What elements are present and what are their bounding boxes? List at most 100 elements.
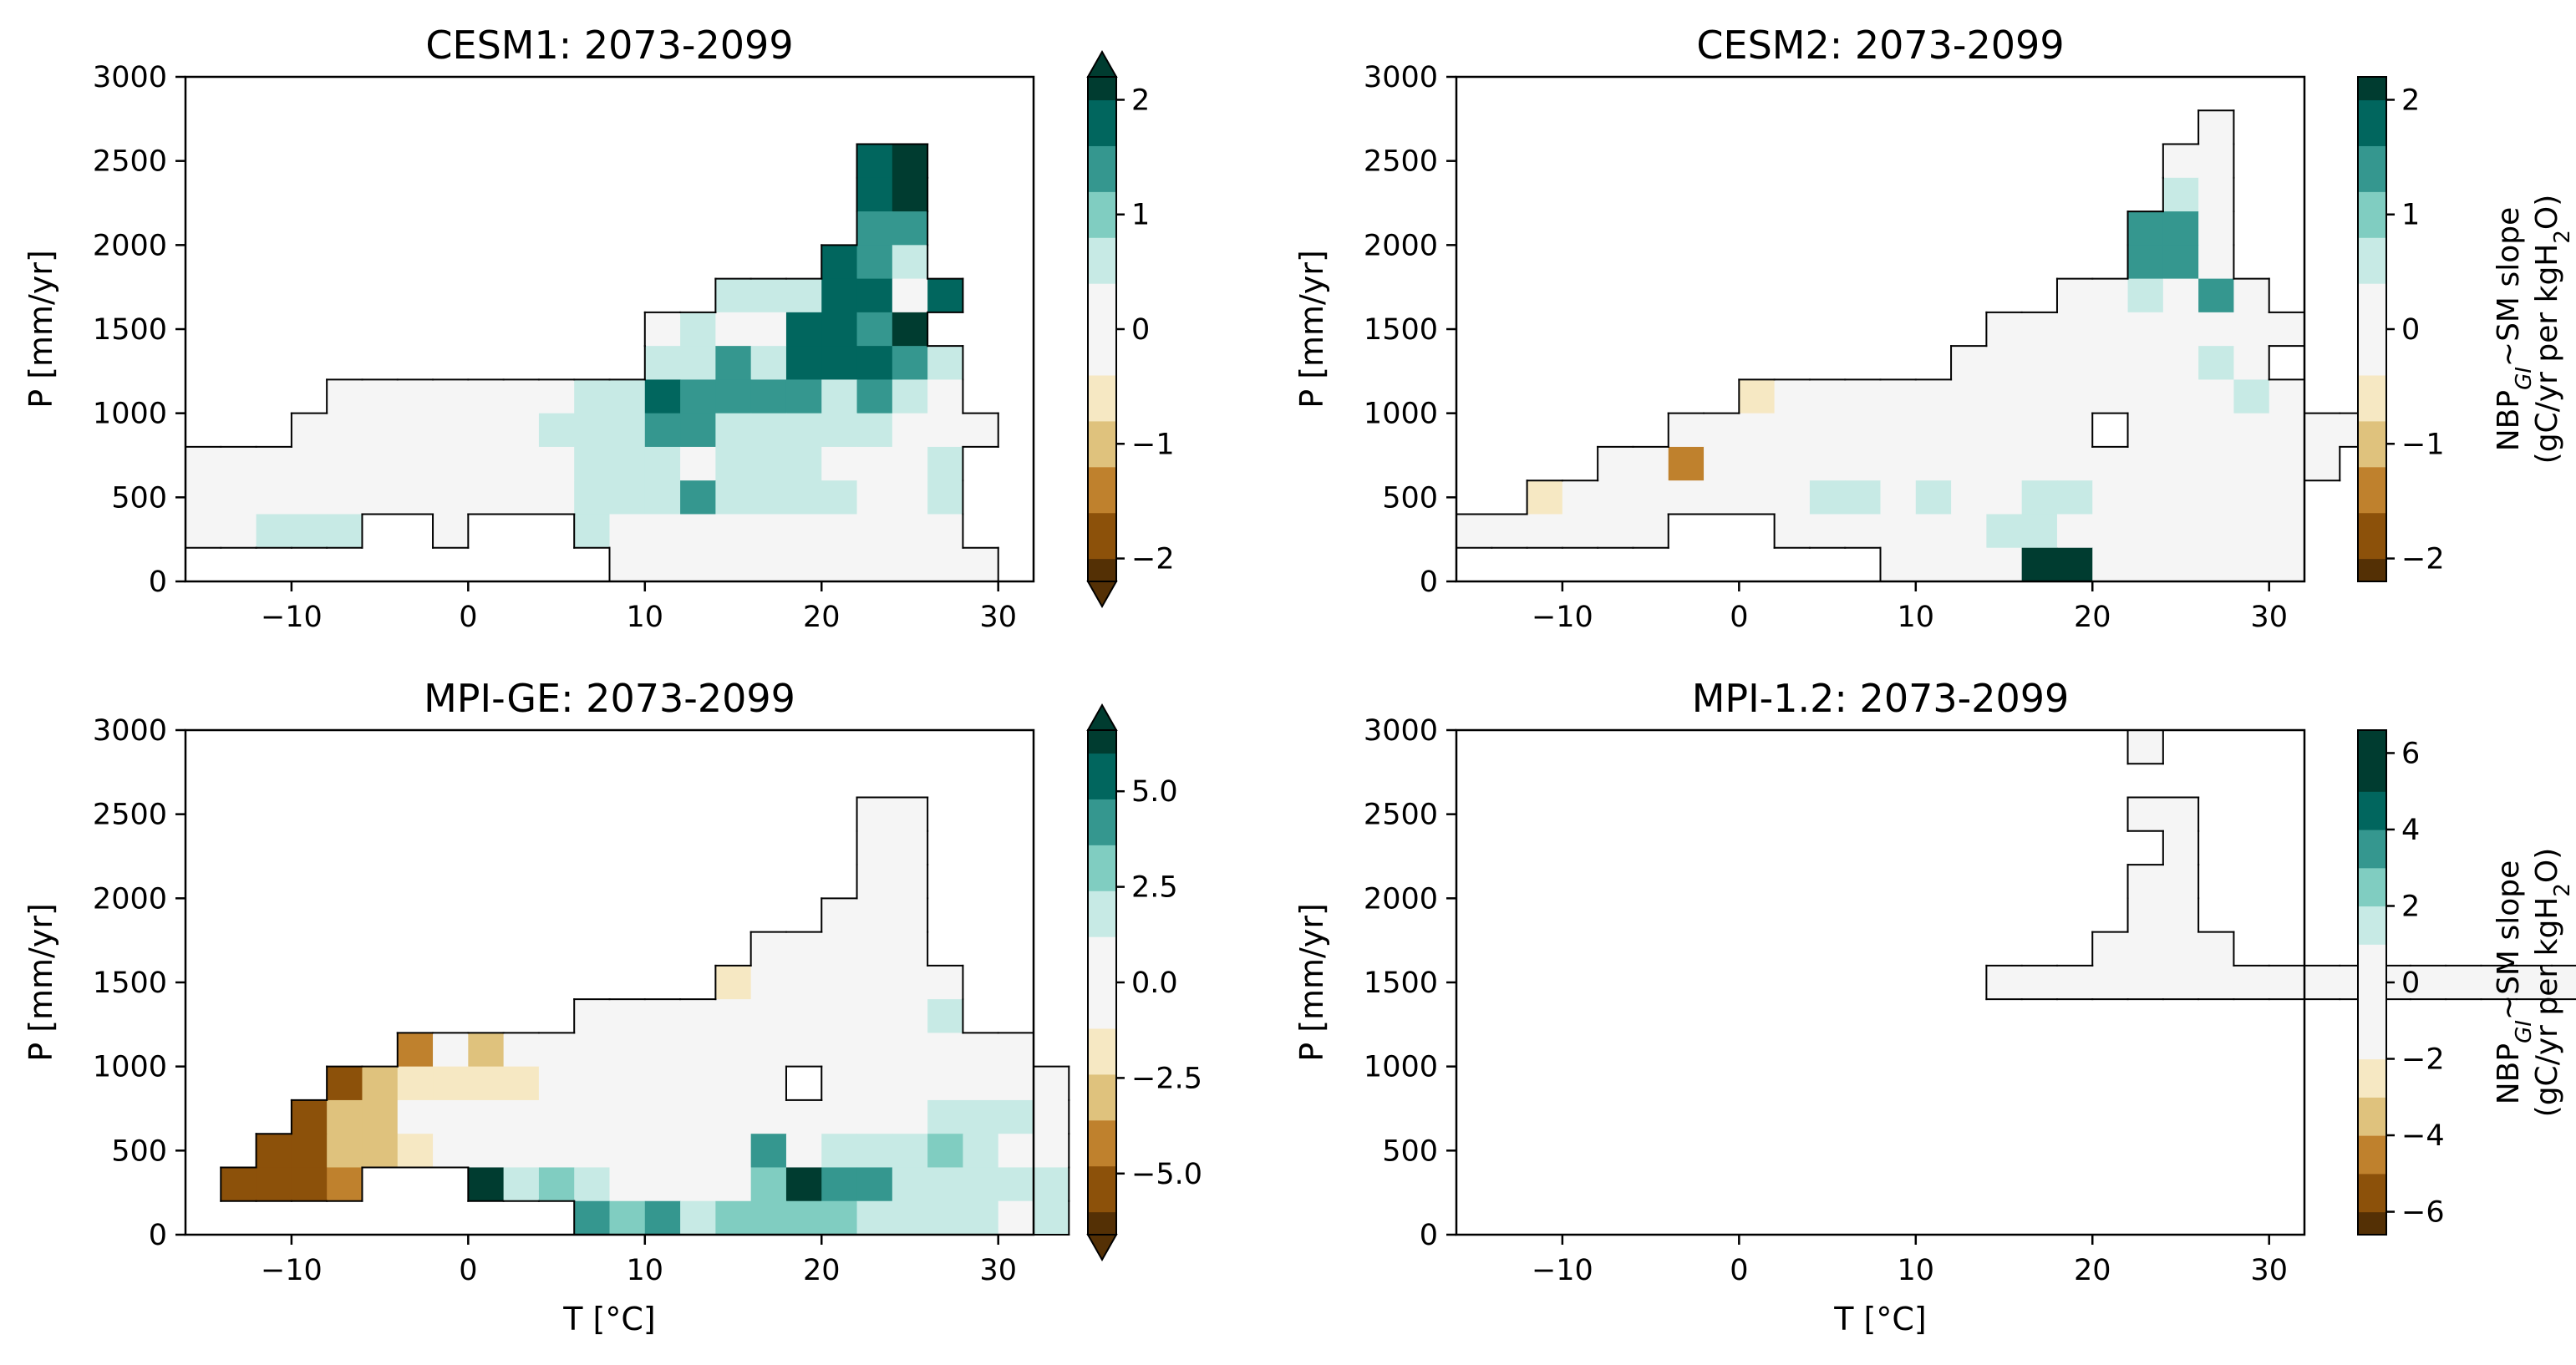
heatmap-cell [927,1033,964,1068]
colorbar-tick-label: 2 [1131,84,1150,117]
heatmap-cell [1739,480,1776,515]
heatmap-cell [1951,547,1987,582]
colorbar-segment [2358,1097,2386,1136]
heatmap-cell [2162,379,2199,414]
heatmap-cell [397,413,434,448]
heatmap-cell [715,1066,752,1101]
heatmap-cell [680,1033,716,1068]
heatmap-cell [750,1033,787,1068]
heatmap-cell [680,413,716,448]
heatmap-cell [2269,480,2305,515]
heatmap-cell [1986,514,2023,549]
heatmap-cell [1986,547,2023,582]
heatmap-cell [574,1200,611,1236]
y-tick-label: 2500 [93,145,167,179]
colorbar: −6 −4 −2 0 2 4 6 NBPGI~SM slope (gC/yr per kgH2O… [2357,729,2575,1236]
heatmap-cell [1034,1066,1070,1101]
heatmap-cell [2198,177,2235,212]
y-tick-label: 500 [111,481,167,515]
y-tick-label: 500 [1382,1134,1438,1168]
heatmap-cell [2021,413,2058,448]
heatmap-cell [892,797,928,832]
heatmap-cell [680,1099,716,1134]
heatmap-cell [291,514,328,549]
heatmap-cell [2127,514,2164,549]
heatmap-cell [892,1099,928,1134]
x-axis: −10 0 10 20 30 [261,581,1017,634]
heatmap-cell [821,312,858,347]
heatmap-cell [1986,312,2023,347]
colorbar-segment [2358,906,2386,945]
heatmap-cell [785,1134,822,1169]
colorbar-segment [1088,936,1116,983]
heatmap-cell [2162,547,2199,582]
heatmap-cell [998,1033,1034,1068]
heatmap-cells [185,144,999,582]
heatmap-cell [609,514,646,549]
colorbar-segment [1088,420,1116,468]
heatmap-cell [397,1099,434,1134]
heatmap-cell [821,1033,858,1068]
heatmap-cell [2233,446,2270,481]
heatmap-cell [892,278,928,313]
heatmap-cell [1986,346,2023,380]
heatmap-cell [680,446,716,481]
heatmap-cell [927,480,964,515]
heatmap-cell [574,999,611,1033]
heatmap-cell [609,1099,646,1134]
heatmap-cell [856,1167,893,1202]
chart-title: MPI-GE: 2073-2099 [424,676,795,721]
heatmap-cell [609,1066,646,1101]
heatmap-cell [2198,965,2235,1000]
x-axis-label: T [°C] [1833,1301,1926,1337]
heatmap-cell [821,446,858,481]
heatmap-cell [609,379,646,414]
heatmap-cell [2162,480,2199,515]
heatmap-cell [1951,446,1987,481]
heatmap-cell [2021,346,2058,380]
heatmap-cell [680,346,716,380]
heatmap-cell [1986,413,2023,448]
x-tick-label: 20 [2074,1254,2111,1287]
colorbar-label: NBPGI~SM slope [2492,207,2537,451]
heatmap-cell [468,1033,505,1068]
heatmap-cell [1845,480,1882,515]
colorbar-segment [2358,374,2386,422]
heatmap-cell [856,446,893,481]
heatmap-cell [644,379,681,414]
heatmap-cell [2198,514,2235,549]
heatmap-cell [821,1134,858,1169]
heatmap-cell [1633,446,1669,481]
heatmap-cell [1809,379,1846,414]
heatmap-cell [362,413,399,448]
x-tick-label: 10 [1898,601,1935,634]
x-tick-label: 20 [2074,601,2111,634]
heatmap-cell [963,1066,999,1101]
heatmap-cell [892,379,928,414]
heatmap-cell [2056,312,2093,347]
heatmap-cell [538,1167,575,1202]
x-tick-label: 0 [1730,601,1748,634]
heatmap-cells [1986,730,2576,1000]
heatmap-cell [856,898,893,933]
heatmap-cell [2127,245,2164,280]
heatmap-cell [2092,965,2129,1000]
heatmap-cell [680,1134,716,1169]
y-axis-label: P [mm/yr] [23,250,59,408]
heatmap-cell [362,1099,399,1134]
x-tick-label: 30 [979,601,1017,634]
heatmap-cell [433,1134,469,1169]
heatmap-cell [2056,547,2093,582]
colorbar-segment [2358,730,2386,754]
heatmap-cell [927,1134,964,1169]
heatmap-cell [2021,547,2058,582]
heatmap-cell [963,1200,999,1236]
heatmap-cell [2021,379,2058,414]
heatmap-cell [892,898,928,933]
heatmap-cell [2127,312,2164,347]
heatmap-cell [1915,547,1952,582]
heatmap-cell [785,514,822,549]
colorbar-segment [2358,791,2386,830]
heatmap-cell [2198,245,2235,280]
